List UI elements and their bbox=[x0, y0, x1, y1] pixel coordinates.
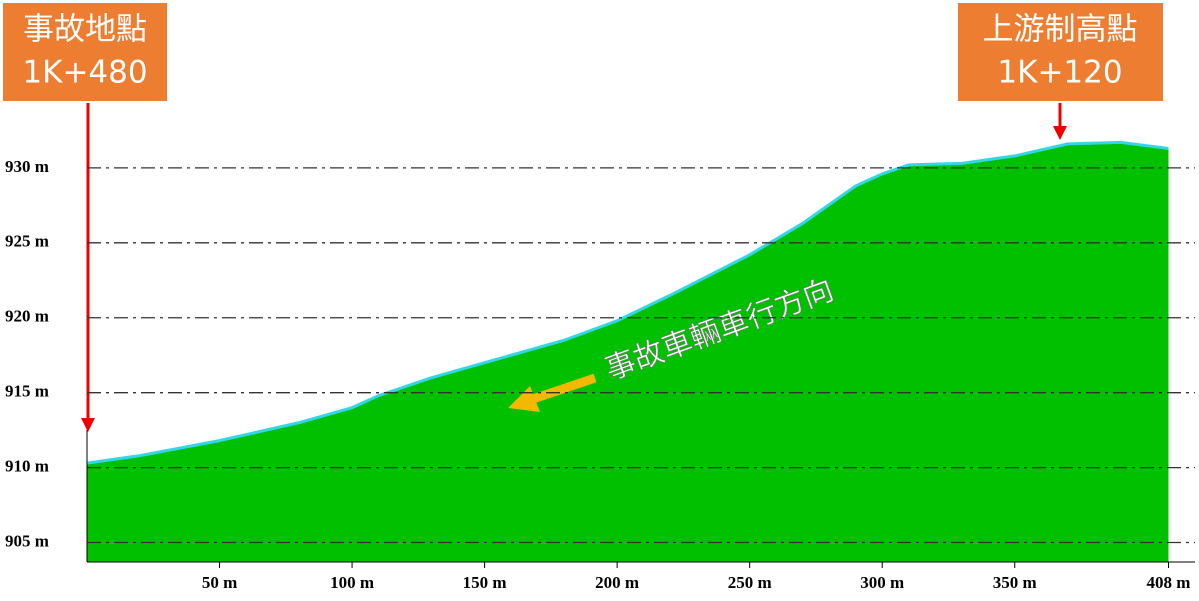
y-tick-label: 915 m bbox=[5, 382, 49, 401]
x-tick-label: 300 m bbox=[860, 573, 904, 592]
y-tick-label: 905 m bbox=[5, 531, 49, 550]
profile-line bbox=[86, 140, 1169, 465]
y-tick-label: 910 m bbox=[5, 457, 49, 476]
annotation: 1K+120 bbox=[997, 55, 1122, 91]
x-tick-label: 250 m bbox=[728, 573, 772, 592]
x-tick-label: 408 m bbox=[1147, 573, 1191, 592]
arrow-head bbox=[81, 418, 95, 432]
x-tick-label: 200 m bbox=[595, 573, 639, 592]
y-tick-label: 930 m bbox=[5, 157, 49, 176]
y-tick-label: 920 m bbox=[5, 307, 49, 326]
area bbox=[87, 142, 1169, 562]
x-tick-label: 150 m bbox=[463, 573, 507, 592]
y-tick-label: 925 m bbox=[5, 232, 49, 251]
annotation: 上游制高點 bbox=[983, 12, 1138, 48]
annotation-box bbox=[3, 3, 167, 101]
arrow-head bbox=[1053, 126, 1067, 140]
x-tick-label: 100 m bbox=[330, 573, 374, 592]
annotation-box bbox=[958, 3, 1163, 101]
x-tick-label: 50 m bbox=[202, 573, 237, 592]
annotation: 1K+480 bbox=[22, 55, 147, 91]
direction-arrow bbox=[528, 373, 597, 405]
annotation: 事故地點 bbox=[23, 12, 147, 48]
x-tick-label: 350 m bbox=[993, 573, 1037, 592]
